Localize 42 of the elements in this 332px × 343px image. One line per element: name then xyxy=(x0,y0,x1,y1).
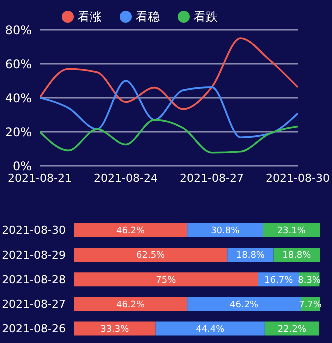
data-label: 18.8% xyxy=(282,251,312,262)
y-tick-label: 60% xyxy=(5,57,32,72)
data-label: 46.2% xyxy=(116,226,146,237)
bar xyxy=(263,223,320,238)
x-tick-label: 2021-08-24 xyxy=(94,172,158,185)
legend-label: 看跌 xyxy=(194,10,218,24)
x-tick-label: 2021-08-27 xyxy=(180,172,244,185)
bar xyxy=(74,297,188,312)
legend-label: 看涨 xyxy=(78,10,102,24)
x-tick-label: 2021-08-30 xyxy=(266,172,330,185)
bar xyxy=(188,297,302,312)
y-tick-label: 80% xyxy=(5,23,32,38)
data-label: 33.3% xyxy=(100,325,130,336)
bar xyxy=(74,248,228,262)
data-label: 23.1% xyxy=(277,226,306,237)
y-tick-label: 2021-08-30 xyxy=(2,224,66,238)
y-tick-label: 2021-08-28 xyxy=(2,273,66,286)
y-tick-label: 40% xyxy=(5,91,32,106)
data-label: 75% xyxy=(156,276,177,286)
legend-label: 看稳 xyxy=(136,10,160,24)
data-label: 44.4% xyxy=(196,325,226,336)
x-tick-label: 2021-08-21 xyxy=(8,172,72,185)
data-label: 46.2% xyxy=(116,300,146,310)
bar xyxy=(188,223,264,238)
y-tick-label: 2021-08-29 xyxy=(2,248,66,262)
bar xyxy=(74,272,258,287)
y-tick-label: 2021-08-26 xyxy=(2,322,66,336)
data-label: 46.2% xyxy=(230,300,260,310)
data-label: 30.8% xyxy=(211,226,240,237)
y-tick-label: 20% xyxy=(5,125,32,140)
line-series xyxy=(40,38,298,110)
data-label: 22.2% xyxy=(278,325,307,336)
data-label: 62.5% xyxy=(136,251,166,262)
bar xyxy=(74,322,156,336)
line-series xyxy=(40,119,298,154)
bar xyxy=(156,322,265,336)
data-label: 18.8% xyxy=(236,251,266,262)
line-series xyxy=(40,80,298,139)
bar xyxy=(74,223,188,238)
data-label: 16.7% xyxy=(264,276,294,286)
y-tick-label: 0% xyxy=(12,159,32,174)
y-tick-label: 2021-08-27 xyxy=(2,298,66,312)
